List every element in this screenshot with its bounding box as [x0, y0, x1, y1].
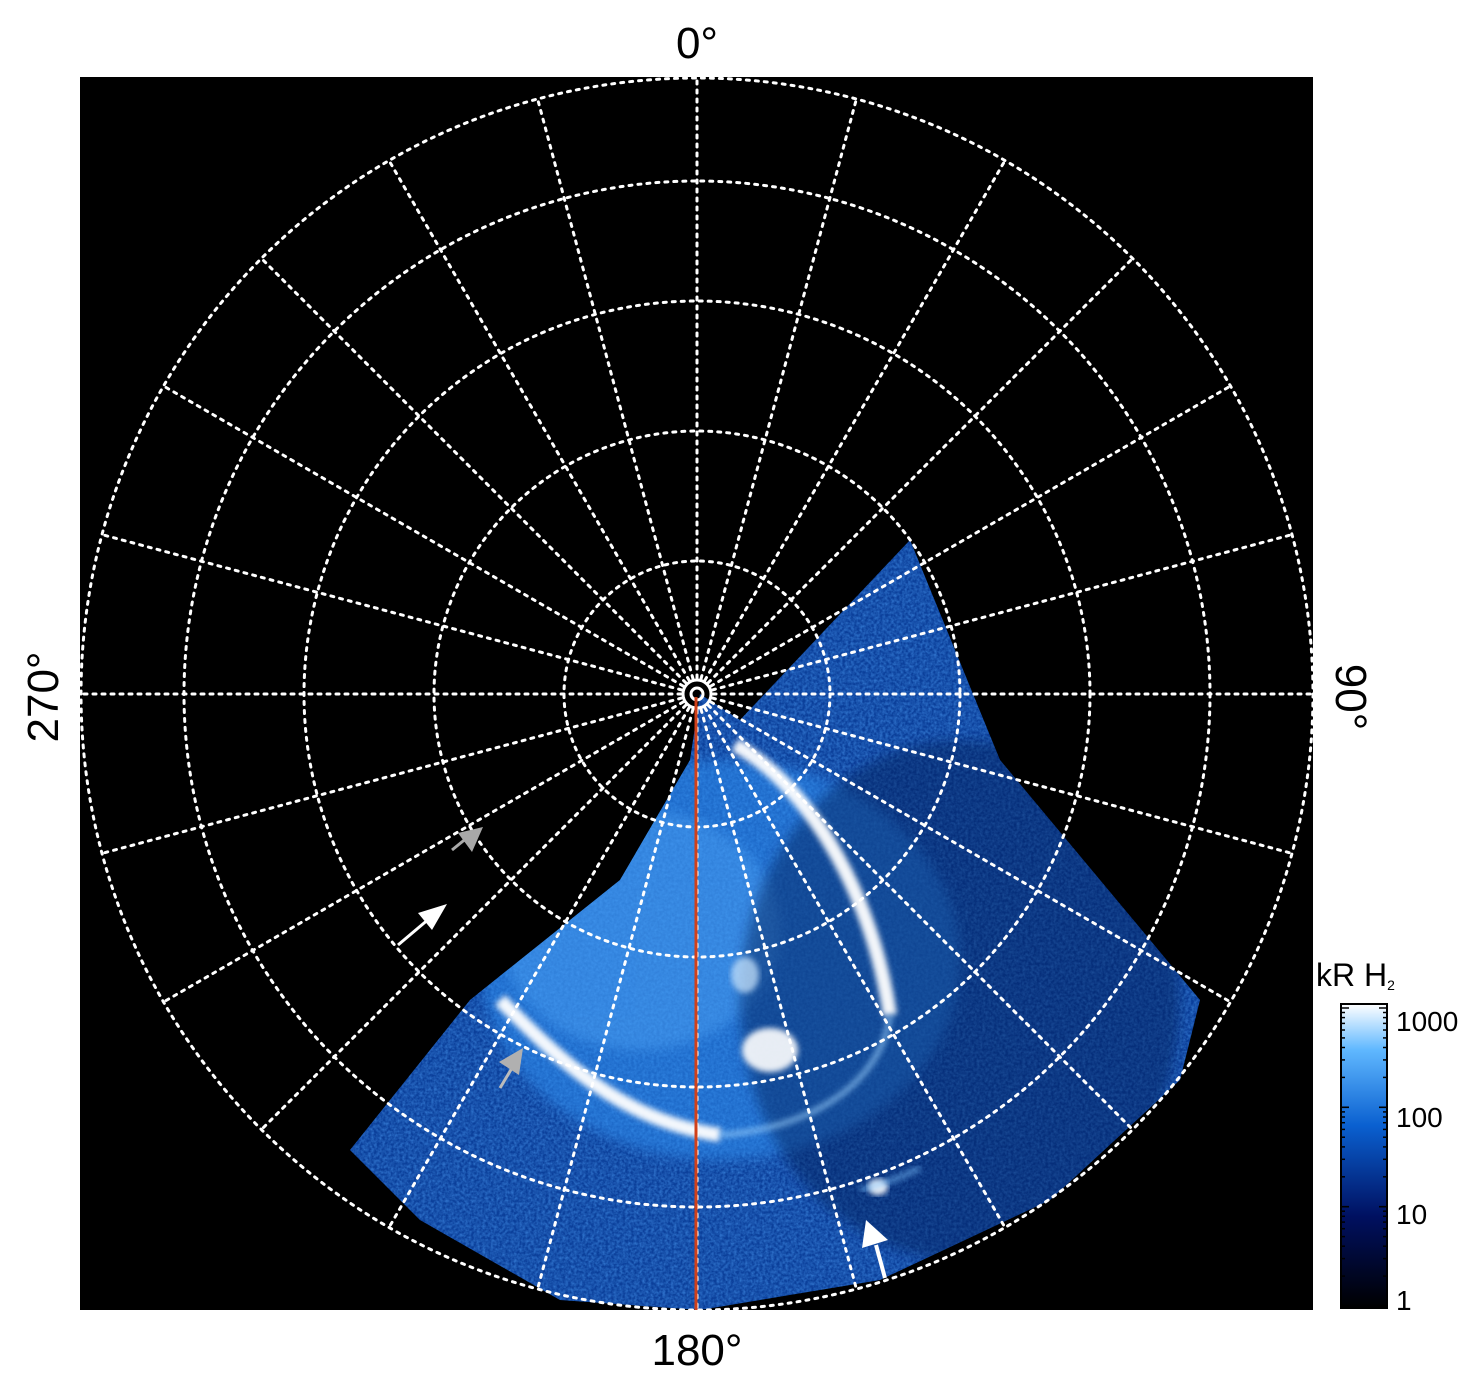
- colorbar: kR H2 1000 100 10 1: [1316, 957, 1458, 1316]
- grid-meridian-135: [706, 703, 1135, 1132]
- arrow-grey-upper: [451, 827, 483, 852]
- label-longitude-180: 180°: [651, 1326, 742, 1375]
- grid-meridian-255: [100, 696, 683, 855]
- colorbar-title-subscript: 2: [1387, 977, 1395, 993]
- colorbar-tick-label-100: 100: [1396, 1102, 1443, 1133]
- grid-meridian-15: [699, 97, 858, 680]
- colorbar-tick-label-10: 10: [1396, 1199, 1427, 1230]
- grid-meridian-330: [387, 159, 691, 682]
- grid-meridian-150: [703, 706, 1007, 1229]
- colorbar-tick-label-1000: 1000: [1396, 1006, 1458, 1037]
- label-longitude-270: 270°: [19, 651, 68, 742]
- grid-meridian-120: [709, 700, 1232, 1004]
- grid-meridian-45: [706, 256, 1135, 685]
- grid-meridian-315: [259, 256, 688, 685]
- grid-meridian-60: [709, 384, 1232, 688]
- grid-meridian-285: [100, 533, 683, 692]
- colorbar-title: kR H2: [1316, 957, 1395, 993]
- label-longitude-0: 0°: [676, 19, 718, 68]
- grid-meridian-195: [536, 708, 695, 1291]
- grid-meridian-105: [711, 696, 1294, 855]
- grid-meridian-240: [162, 700, 685, 1004]
- label-longitude-90: 90°: [1326, 664, 1375, 731]
- arrow-white-lower-right: [862, 1220, 888, 1279]
- grid-circle-5: [80, 77, 1313, 1310]
- grid-meridian-300: [162, 384, 685, 688]
- arrow-grey-lower: [498, 1048, 523, 1089]
- grid-meridian-345: [536, 97, 695, 680]
- grid-meridian-30: [703, 159, 1007, 682]
- grid-meridian-75: [711, 533, 1294, 692]
- colorbar-tick-label-1: 1: [1396, 1285, 1412, 1316]
- colorbar-gradient: [1340, 1003, 1388, 1309]
- grid-meridian-210: [387, 706, 691, 1229]
- colorbar-ticks: [1341, 1007, 1387, 1307]
- grid-meridian-225: [259, 703, 688, 1132]
- arrow-white-upper-left: [397, 904, 447, 947]
- grid-meridian-165: [699, 708, 858, 1291]
